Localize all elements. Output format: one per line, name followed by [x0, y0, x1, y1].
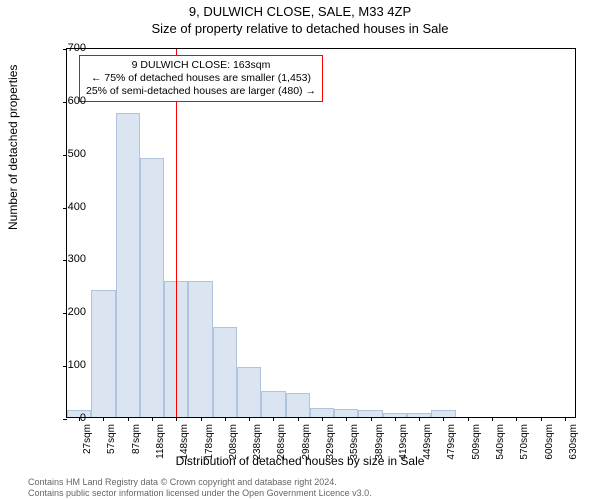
histogram-bar: [358, 410, 382, 417]
x-tick-label: 540sqm: [495, 424, 506, 460]
x-tick-mark: [419, 417, 420, 421]
y-tick-mark: [63, 313, 67, 314]
annotation-line: 9 DULWICH CLOSE: 163sqm: [86, 59, 316, 72]
histogram-bar: [91, 290, 115, 417]
y-tick-mark: [63, 208, 67, 209]
y-tick-label: 100: [68, 359, 86, 371]
x-tick-mark: [225, 417, 226, 421]
title-block: 9, DULWICH CLOSE, SALE, M33 4ZP Size of …: [0, 0, 600, 36]
x-tick-label: 238sqm: [252, 424, 263, 460]
x-tick-mark: [128, 417, 129, 421]
histogram-bar: [261, 391, 285, 417]
y-tick-mark: [63, 102, 67, 103]
x-tick-mark: [516, 417, 517, 421]
x-tick-label: 298sqm: [301, 424, 312, 460]
histogram-bar: [334, 409, 358, 417]
x-tick-label: 118sqm: [155, 424, 166, 459]
x-tick-label: 570sqm: [519, 424, 530, 460]
x-tick-mark: [395, 417, 396, 421]
histogram-bar: [116, 113, 140, 417]
x-tick-label: 449sqm: [422, 424, 433, 460]
x-tick-label: 479sqm: [446, 424, 457, 460]
chart-plot-area: 9 DULWICH CLOSE: 163sqm← 75% of detached…: [66, 48, 576, 418]
x-axis-label: Distribution of detached houses by size …: [0, 454, 600, 468]
footer-attribution: Contains HM Land Registry data © Crown c…: [28, 477, 372, 498]
y-tick-label: 300: [68, 253, 86, 265]
histogram-bar: [237, 367, 261, 417]
reference-line: [176, 49, 177, 417]
x-tick-mark: [565, 417, 566, 421]
x-tick-mark: [346, 417, 347, 421]
y-tick-mark: [63, 419, 67, 420]
histogram-bar: [188, 281, 212, 417]
x-tick-label: 208sqm: [228, 424, 239, 460]
y-tick-mark: [63, 49, 67, 50]
y-tick-mark: [63, 155, 67, 156]
x-tick-mark: [176, 417, 177, 421]
y-tick-label: 500: [68, 148, 86, 160]
x-tick-label: 329sqm: [325, 424, 336, 460]
y-tick-mark: [63, 366, 67, 367]
x-tick-mark: [492, 417, 493, 421]
x-tick-mark: [468, 417, 469, 421]
x-tick-mark: [298, 417, 299, 421]
annotation-box: 9 DULWICH CLOSE: 163sqm← 75% of detached…: [79, 55, 323, 102]
x-tick-mark: [201, 417, 202, 421]
x-tick-label: 87sqm: [131, 424, 142, 454]
x-tick-label: 509sqm: [471, 424, 482, 460]
x-tick-label: 178sqm: [204, 424, 215, 460]
x-tick-label: 630sqm: [568, 424, 579, 460]
x-tick-mark: [103, 417, 104, 421]
y-tick-mark: [63, 260, 67, 261]
x-tick-label: 389sqm: [374, 424, 385, 460]
histogram-bar: [310, 408, 334, 418]
histogram-bar: [213, 327, 237, 417]
x-tick-label: 57sqm: [106, 424, 117, 454]
chart-title-main: 9, DULWICH CLOSE, SALE, M33 4ZP: [0, 4, 600, 19]
x-tick-mark: [443, 417, 444, 421]
y-tick-label: 400: [68, 201, 86, 213]
x-tick-label: 148sqm: [179, 424, 190, 460]
x-tick-label: 359sqm: [349, 424, 360, 460]
footer-line-2: Contains public sector information licen…: [28, 488, 372, 498]
x-tick-mark: [273, 417, 274, 421]
x-tick-mark: [249, 417, 250, 421]
histogram-bar: [140, 158, 164, 417]
x-tick-label: 600sqm: [544, 424, 555, 460]
histogram-bar: [286, 393, 310, 417]
footer-line-1: Contains HM Land Registry data © Crown c…: [28, 477, 372, 487]
x-tick-mark: [322, 417, 323, 421]
chart-title-sub: Size of property relative to detached ho…: [0, 21, 600, 36]
x-tick-mark: [541, 417, 542, 421]
y-tick-label: 600: [68, 95, 86, 107]
annotation-line: 25% of semi-detached houses are larger (…: [86, 85, 316, 98]
x-tick-label: 419sqm: [398, 424, 409, 460]
x-tick-label: 27sqm: [82, 424, 93, 454]
y-axis-label: Number of detached properties: [6, 65, 20, 230]
x-tick-label: 268sqm: [276, 424, 287, 460]
y-tick-label: 200: [68, 306, 86, 318]
y-tick-label: 0: [80, 412, 86, 424]
annotation-line: ← 75% of detached houses are smaller (1,…: [86, 72, 316, 85]
y-tick-label: 700: [68, 42, 86, 54]
x-tick-mark: [152, 417, 153, 421]
histogram-bar: [431, 410, 455, 417]
x-tick-mark: [371, 417, 372, 421]
